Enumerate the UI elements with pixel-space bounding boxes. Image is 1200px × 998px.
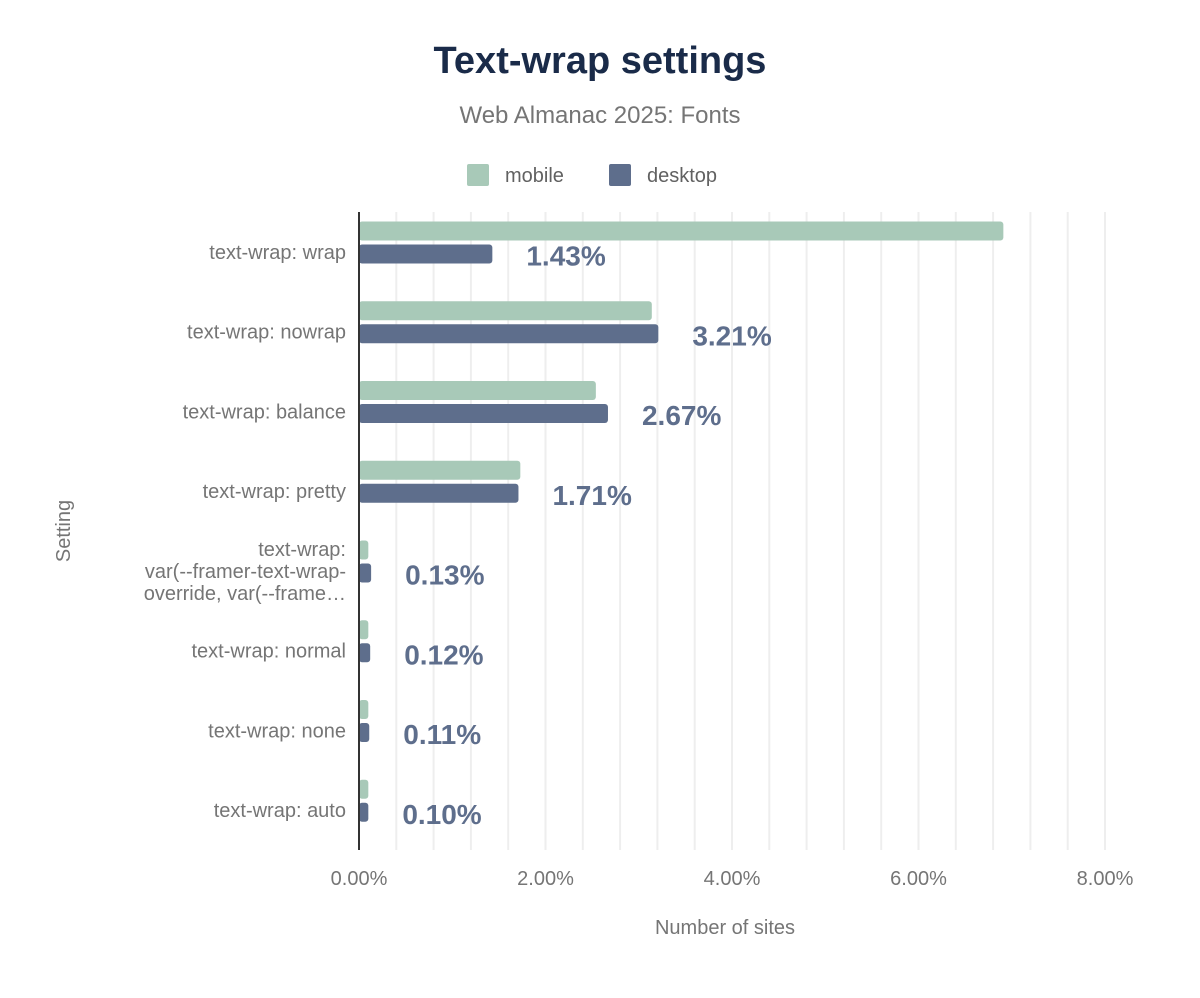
data-label-desktop: 0.12% (404, 639, 483, 670)
chart-subtitle: Web Almanac 2025: Fonts (459, 102, 741, 129)
data-label-desktop: 1.71% (552, 480, 631, 511)
bar-mobile (359, 779, 369, 799)
x-axis-label: Number of sites (655, 917, 795, 939)
y-tick-label: text-wrap: wrap (209, 242, 346, 264)
data-label-desktop: 0.13% (405, 560, 484, 591)
bar-desktop (359, 723, 370, 742)
legend-label-desktop: desktop (647, 165, 717, 187)
legend-swatch-mobile (467, 164, 489, 186)
y-tick-label: text-wrap: auto (214, 800, 346, 822)
bar-desktop (359, 802, 369, 822)
y-tick-label: text-wrap: var(--framer-text-wrap-overrid… (144, 539, 346, 605)
y-tick-label: text-wrap: nowrap (187, 322, 346, 344)
bar-desktop (359, 324, 659, 344)
bar-mobile (359, 700, 369, 719)
y-tick-label: text-wrap: normal (192, 641, 347, 663)
bar-desktop (359, 483, 519, 503)
y-tick-label: text-wrap: none (208, 720, 346, 742)
data-label-desktop: 2.67% (642, 400, 721, 431)
bar-mobile (359, 381, 596, 400)
bar-mobile (359, 460, 521, 480)
chart-title: Text-wrap settings (433, 40, 767, 82)
bar-desktop (359, 404, 608, 423)
x-tick-label: 0.00% (331, 868, 388, 890)
bar-desktop (359, 563, 372, 583)
bar-mobile (359, 221, 1004, 241)
data-label-desktop: 0.10% (402, 799, 481, 830)
bar-mobile (359, 301, 652, 321)
bar-desktop (359, 643, 371, 663)
bar-mobile (359, 540, 369, 560)
bar-desktop (359, 244, 493, 264)
bar-mobile (359, 620, 369, 640)
x-tick-label: 6.00% (890, 868, 947, 890)
legend-label-mobile: mobile (505, 165, 564, 187)
y-tick-label: text-wrap: balance (183, 401, 346, 423)
y-tick-label: text-wrap: pretty (203, 481, 346, 503)
x-tick-label: 8.00% (1077, 868, 1134, 890)
x-tick-label: 4.00% (704, 868, 761, 890)
y-axis-label: Setting (53, 500, 75, 562)
data-label-desktop: 1.43% (526, 241, 605, 272)
legend-swatch-desktop (609, 164, 631, 186)
x-tick-label: 2.00% (517, 868, 574, 890)
data-label-desktop: 0.11% (403, 719, 481, 750)
data-label-desktop: 3.21% (692, 320, 771, 351)
